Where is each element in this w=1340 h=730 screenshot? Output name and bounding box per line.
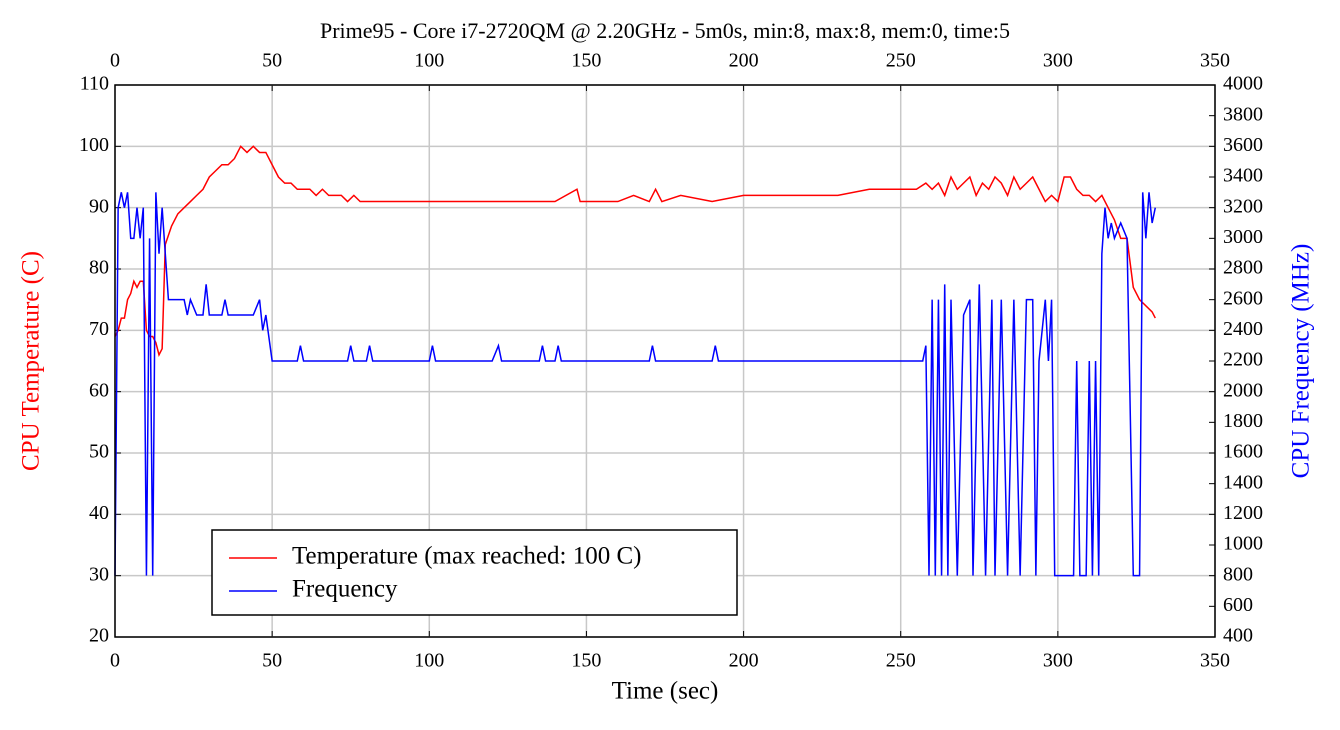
x-top-tick-label: 200 bbox=[729, 50, 759, 72]
y2-tick-label: 3800 bbox=[1223, 103, 1263, 125]
legend-label: Frequency bbox=[292, 576, 398, 603]
y-tick-label: 90 bbox=[89, 195, 109, 217]
y2-tick-label: 2600 bbox=[1223, 287, 1263, 309]
y2-tick-label: 1600 bbox=[1223, 441, 1263, 463]
x-tick-label: 250 bbox=[886, 650, 916, 672]
y2-axis-label: CPU Frequency (MHz) bbox=[1288, 244, 1315, 479]
y2-tick-label: 3000 bbox=[1223, 226, 1263, 248]
y2-tick-label: 1800 bbox=[1223, 410, 1263, 432]
y-tick-label: 20 bbox=[89, 625, 109, 647]
x-top-tick-label: 0 bbox=[110, 50, 120, 72]
x-tick-label: 350 bbox=[1200, 650, 1230, 672]
x-tick-label: 200 bbox=[729, 650, 759, 672]
y2-tick-label: 1200 bbox=[1223, 502, 1263, 524]
line-series bbox=[114, 192, 1157, 577]
x-top-tick-label: 300 bbox=[1043, 50, 1073, 72]
y2-tick-label: 600 bbox=[1223, 594, 1253, 616]
x-tick-label: 150 bbox=[571, 650, 601, 672]
y2-tick-label: 3200 bbox=[1223, 195, 1263, 217]
y-tick-label: 50 bbox=[89, 441, 109, 463]
legend-box bbox=[211, 529, 738, 616]
y2-tick-label: 1000 bbox=[1223, 533, 1263, 555]
y-tick-label: 40 bbox=[89, 502, 109, 524]
y-tick-label: 60 bbox=[89, 379, 109, 401]
y-tick-label: 70 bbox=[89, 318, 109, 340]
y2-tick-label: 400 bbox=[1223, 625, 1253, 647]
y2-tick-label: 3600 bbox=[1223, 134, 1263, 156]
x-tick-label: 300 bbox=[1043, 650, 1073, 672]
plot-frame bbox=[114, 84, 1216, 638]
y-tick-label: 80 bbox=[89, 257, 109, 279]
line-series bbox=[114, 145, 1156, 357]
x-top-tick-label: 250 bbox=[886, 50, 916, 72]
y2-tick-label: 3400 bbox=[1223, 165, 1263, 187]
chart-title: Prime95 - Core i7-2720QM @ 2.20GHz - 5m0… bbox=[320, 18, 1010, 43]
x-top-tick-label: 150 bbox=[571, 50, 601, 72]
legend-label: Temperature (max reached: 100 C) bbox=[292, 543, 641, 570]
x-top-tick-label: 100 bbox=[414, 50, 444, 72]
y2-tick-label: 4000 bbox=[1223, 73, 1263, 95]
x-tick-label: 0 bbox=[110, 650, 120, 672]
y-axis-label: CPU Temperature (C) bbox=[18, 251, 45, 471]
x-axis-label: Time (sec) bbox=[612, 678, 719, 705]
y-tick-label: 100 bbox=[79, 134, 109, 156]
y-tick-label: 110 bbox=[80, 73, 109, 95]
legend: Temperature (max reached: 100 C) Frequenc… bbox=[211, 529, 738, 616]
y2-tick-label: 2000 bbox=[1223, 379, 1263, 401]
x-tick-label: 100 bbox=[414, 650, 444, 672]
x-top-tick-label: 50 bbox=[262, 50, 282, 72]
y2-tick-label: 2400 bbox=[1223, 318, 1263, 340]
x-top-tick-label: 350 bbox=[1200, 50, 1230, 72]
y-tick-label: 30 bbox=[89, 563, 109, 585]
x-tick-label: 50 bbox=[262, 650, 282, 672]
y2-tick-label: 2200 bbox=[1223, 349, 1263, 371]
y2-tick-label: 1400 bbox=[1223, 471, 1263, 493]
y2-tick-label: 2800 bbox=[1223, 257, 1263, 279]
y2-tick-label: 800 bbox=[1223, 563, 1253, 585]
